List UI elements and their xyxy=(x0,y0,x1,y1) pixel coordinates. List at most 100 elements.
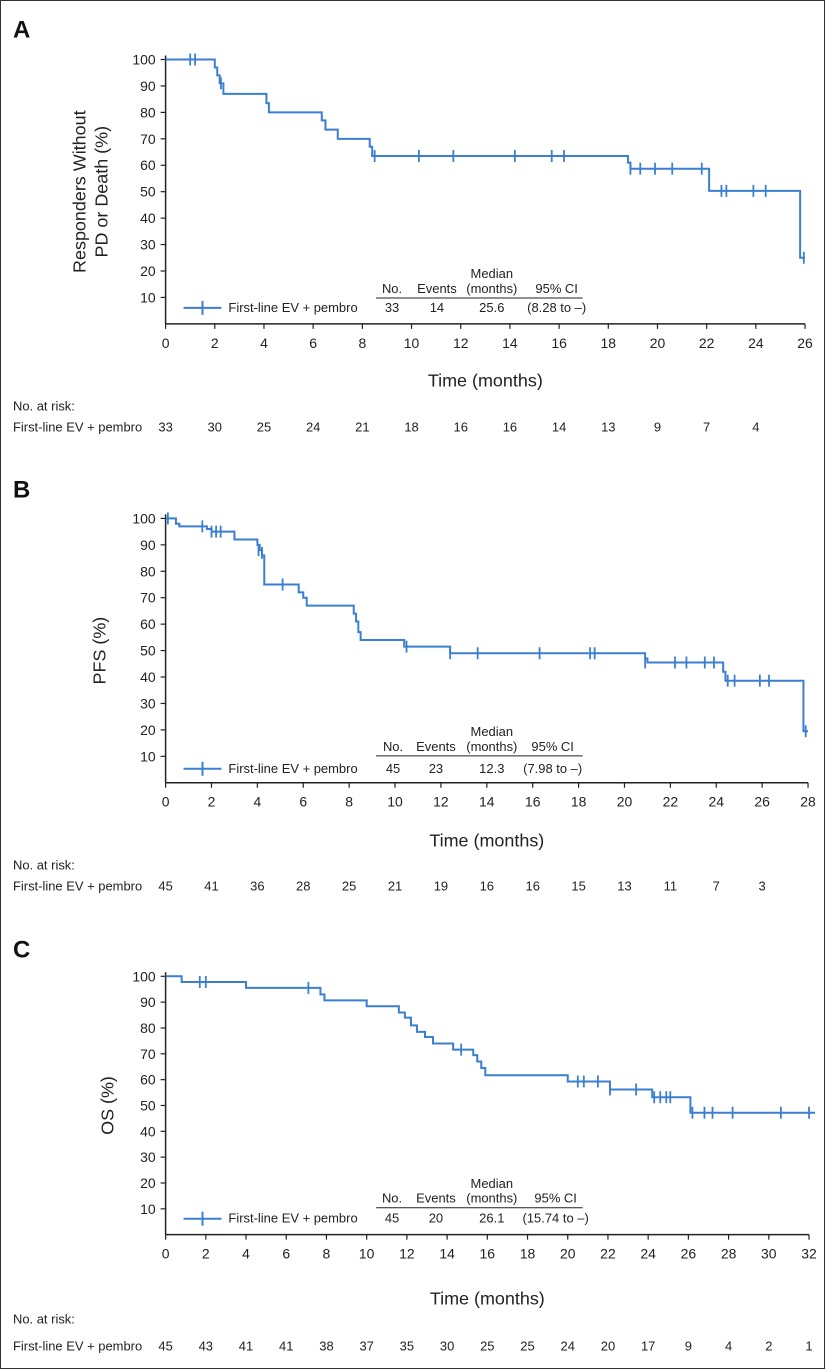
y-tick-label: 20 xyxy=(140,263,156,279)
risk-value: 11 xyxy=(664,878,677,893)
legend-header-median: Median xyxy=(471,1176,513,1191)
x-tick-label: 2 xyxy=(208,794,216,810)
x-tick-label: 26 xyxy=(754,794,770,810)
risk-value: 25 xyxy=(480,1338,494,1353)
risk-value: 41 xyxy=(279,1338,293,1353)
y-tick-label: 50 xyxy=(140,1097,156,1113)
legend-series-label: First-line EV + pembro xyxy=(228,300,357,315)
risk-row-label: First-line EV + pembro xyxy=(13,878,142,893)
risk-value: 2 xyxy=(765,1338,772,1353)
y-tick-label: 10 xyxy=(140,1201,156,1217)
y-tick-label: 60 xyxy=(140,1072,156,1088)
km-curve xyxy=(165,975,816,1114)
risk-value: 45 xyxy=(158,878,172,893)
x-tick-label: 2 xyxy=(211,335,219,351)
legend-value-median: 26.1 xyxy=(479,1211,504,1226)
y-axis-title: OS (%) xyxy=(97,1076,117,1135)
risk-value: 36 xyxy=(250,878,264,893)
legend-header-no: No. xyxy=(382,281,402,296)
legend-header-events: Events xyxy=(416,1191,456,1206)
risk-value: 17 xyxy=(641,1338,655,1353)
x-tick-label: 4 xyxy=(242,1246,250,1262)
y-tick-label: 90 xyxy=(140,537,156,553)
risk-value: 25 xyxy=(342,878,356,893)
y-axis-title: PFS (%) xyxy=(89,617,109,685)
legend-header-months: (months) xyxy=(466,739,517,754)
risk-value: 15 xyxy=(571,878,585,893)
x-tick-label: 20 xyxy=(650,335,666,351)
y-tick-label: 10 xyxy=(140,748,156,764)
x-tick-label: 28 xyxy=(800,794,816,810)
risk-value: 21 xyxy=(355,420,369,435)
risk-value: 13 xyxy=(601,420,615,435)
x-tick-label: 24 xyxy=(640,1246,656,1262)
legend-value-ci: (7.98 to –) xyxy=(523,761,582,776)
x-tick-label: 12 xyxy=(453,335,469,351)
y-tick-label: 90 xyxy=(140,994,156,1010)
legend-value-no: 45 xyxy=(385,1211,399,1226)
risk-value: 25 xyxy=(257,420,271,435)
x-tick-label: 8 xyxy=(358,335,366,351)
risk-value: 38 xyxy=(319,1338,333,1353)
legend-value-median: 12.3 xyxy=(479,761,504,776)
risk-value: 4 xyxy=(725,1338,732,1353)
legend-header-median: Median xyxy=(471,724,513,739)
risk-value: 30 xyxy=(440,1338,454,1353)
x-tick-label: 8 xyxy=(345,794,353,810)
x-tick-label: 24 xyxy=(748,335,764,351)
risk-value: 1 xyxy=(805,1338,812,1353)
x-tick-label: 30 xyxy=(761,1246,777,1262)
risk-value: 16 xyxy=(480,878,494,893)
x-tick-label: 4 xyxy=(260,335,268,351)
y-tick-label: 20 xyxy=(140,722,156,738)
risk-row-label: First-line EV + pembro xyxy=(13,420,142,435)
panel-letter: B xyxy=(13,476,30,503)
x-tick-label: 0 xyxy=(162,1246,170,1262)
x-tick-label: 16 xyxy=(551,335,567,351)
risk-value: 45 xyxy=(158,1338,172,1353)
x-tick-label: 18 xyxy=(601,335,617,351)
risk-value: 28 xyxy=(296,878,310,893)
risk-value: 24 xyxy=(561,1338,575,1353)
y-tick-label: 70 xyxy=(140,590,156,606)
x-tick-label: 10 xyxy=(387,794,403,810)
legend-header-events: Events xyxy=(417,281,457,296)
x-tick-label: 22 xyxy=(663,794,679,810)
x-tick-label: 16 xyxy=(480,1246,496,1262)
legend-value-events: 23 xyxy=(429,761,443,776)
x-tick-label: 6 xyxy=(299,794,307,810)
x-tick-label: 18 xyxy=(571,794,587,810)
legend-header-median: Median xyxy=(471,266,513,281)
x-tick-label: 32 xyxy=(801,1246,817,1262)
risk-value: 33 xyxy=(158,420,172,435)
x-tick-label: 26 xyxy=(797,335,813,351)
x-tick-label: 10 xyxy=(359,1246,375,1262)
legend-value-ci: (15.74 to –) xyxy=(523,1211,589,1226)
x-tick-label: 24 xyxy=(708,794,724,810)
x-tick-label: 8 xyxy=(323,1246,331,1262)
x-tick-label: 2 xyxy=(202,1246,210,1262)
risk-value: 43 xyxy=(199,1338,213,1353)
risk-header: No. at risk: xyxy=(13,858,75,873)
x-tick-label: 12 xyxy=(399,1246,415,1262)
x-tick-label: 6 xyxy=(282,1246,290,1262)
x-tick-label: 28 xyxy=(721,1246,737,1262)
y-tick-label: 30 xyxy=(140,237,156,253)
legend-value-events: 20 xyxy=(429,1211,443,1226)
risk-value: 18 xyxy=(404,420,418,435)
y-tick-label: 100 xyxy=(132,52,156,68)
risk-value: 3 xyxy=(759,878,766,893)
x-tick-label: 20 xyxy=(617,794,633,810)
x-tick-label: 4 xyxy=(253,794,261,810)
risk-value: 41 xyxy=(239,1338,253,1353)
x-tick-label: 0 xyxy=(162,794,170,810)
risk-header: No. at risk: xyxy=(13,1311,75,1326)
risk-value: 4 xyxy=(752,420,759,435)
y-axis-title: PD or Death (%) xyxy=(91,126,111,258)
risk-value: 41 xyxy=(204,878,218,893)
risk-value: 7 xyxy=(713,878,720,893)
legend-value-median: 25.6 xyxy=(479,300,504,315)
risk-value: 20 xyxy=(601,1338,615,1353)
